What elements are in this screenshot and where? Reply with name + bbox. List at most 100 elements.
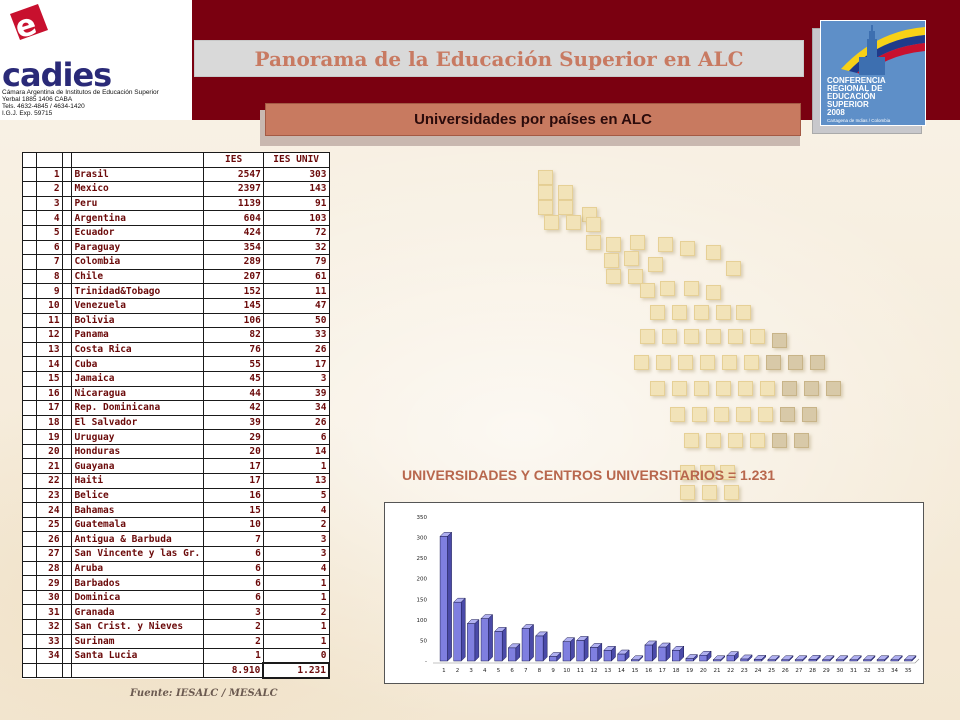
table-row: 8 Chile 207 61 bbox=[22, 268, 330, 285]
map-square bbox=[606, 237, 621, 252]
ies-univ-value: 32 bbox=[262, 239, 330, 256]
country-name: Guatemala bbox=[71, 516, 205, 533]
bar bbox=[562, 637, 576, 662]
x-tick-label: 8 bbox=[538, 668, 542, 674]
ies-univ-value: 11 bbox=[262, 283, 330, 299]
row-number: 19 bbox=[35, 429, 63, 445]
bar bbox=[671, 645, 685, 662]
map-square bbox=[684, 281, 699, 296]
row-number: 21 bbox=[35, 458, 63, 475]
row-number: 11 bbox=[35, 312, 63, 329]
row-number: 9 bbox=[35, 283, 63, 299]
map-square bbox=[672, 381, 687, 396]
y-tick-label: - bbox=[425, 659, 427, 665]
ies-value: 76 bbox=[203, 341, 264, 358]
row-number: 15 bbox=[35, 370, 63, 387]
cadies-logo: e cadies Cámara Argentina de Institutos … bbox=[0, 0, 192, 120]
table-row: 7 Colombia 289 79 bbox=[22, 254, 330, 270]
conference-line: REGIONAL DE bbox=[827, 84, 883, 93]
row-number: 26 bbox=[35, 531, 63, 548]
country-name: Nicaragua bbox=[71, 385, 205, 402]
bar bbox=[794, 655, 808, 662]
x-tick-label: 31 bbox=[850, 668, 857, 674]
source-note: Fuente: IESALC / MESALC bbox=[130, 688, 278, 699]
map-square bbox=[706, 285, 721, 300]
ies-univ-value: 91 bbox=[262, 195, 330, 212]
ies-univ-value: 33 bbox=[262, 327, 330, 343]
map-square bbox=[802, 407, 817, 422]
row-number: 6 bbox=[35, 239, 63, 256]
ies-value: 6 bbox=[203, 560, 264, 577]
ies-univ-value: 79 bbox=[262, 254, 330, 270]
row-number: 34 bbox=[35, 648, 63, 664]
logo-line: Cámara Argentina de Institutos de Educac… bbox=[2, 89, 159, 96]
table-row: 31 Granada 3 2 bbox=[22, 604, 330, 620]
conference-line: SUPERIOR bbox=[827, 100, 869, 109]
map-square bbox=[624, 251, 639, 266]
map-square bbox=[648, 257, 663, 272]
map-square bbox=[680, 241, 695, 256]
table-total-row: 8.910 1.231 bbox=[22, 662, 330, 679]
conference-line: EDUCACIÓN bbox=[827, 92, 876, 101]
map-square bbox=[640, 283, 655, 298]
ies-value: 82 bbox=[203, 327, 264, 343]
total-ies: 8.910 bbox=[203, 662, 264, 679]
table-row: 24 Bahamas 15 4 bbox=[22, 502, 330, 518]
y-tick-label: 150 bbox=[417, 597, 428, 603]
bar bbox=[739, 654, 753, 662]
table-row: 33 Surinam 2 1 bbox=[22, 633, 330, 650]
row-number: 2 bbox=[35, 181, 63, 197]
row-number: 1 bbox=[35, 166, 63, 183]
map-square bbox=[538, 200, 553, 215]
ies-univ-value: 34 bbox=[262, 400, 330, 416]
bar bbox=[685, 653, 699, 662]
ies-univ-value: 2 bbox=[262, 604, 330, 620]
map-square bbox=[736, 407, 751, 422]
map-square bbox=[716, 305, 731, 320]
x-tick-label: 17 bbox=[659, 668, 666, 674]
map-square bbox=[630, 235, 645, 250]
country-name: Mexico bbox=[71, 181, 205, 197]
ies-value: 2 bbox=[203, 619, 264, 635]
map-square bbox=[640, 329, 655, 344]
country-name: Paraguay bbox=[71, 239, 205, 256]
row-number: 4 bbox=[35, 210, 63, 226]
row-number: 22 bbox=[35, 473, 63, 489]
bar bbox=[767, 655, 780, 662]
x-tick-label: 1 bbox=[442, 668, 446, 674]
logo-word: cadies bbox=[2, 56, 112, 94]
x-tick-label: 29 bbox=[823, 668, 830, 674]
map-square bbox=[758, 407, 773, 422]
ies-univ-value: 3 bbox=[262, 531, 330, 548]
ies-univ-value: 0 bbox=[262, 648, 330, 664]
map-square bbox=[660, 281, 675, 296]
y-tick-label: 250 bbox=[417, 556, 428, 562]
logo-address: Cámara Argentina de Institutos de Educac… bbox=[2, 89, 192, 117]
map-square bbox=[706, 329, 721, 344]
map-square bbox=[680, 465, 695, 480]
map-square bbox=[586, 235, 601, 250]
row-number: 14 bbox=[35, 356, 63, 372]
country-name: Barbados bbox=[71, 575, 205, 591]
map-square bbox=[606, 269, 621, 284]
x-tick-label: 18 bbox=[673, 668, 680, 674]
x-tick-label: 5 bbox=[497, 668, 501, 674]
bar bbox=[753, 654, 767, 662]
x-tick-label: 16 bbox=[645, 668, 652, 674]
ies-value: 424 bbox=[203, 224, 264, 241]
table-row: 21 Guayana 17 1 bbox=[22, 458, 330, 475]
map-square bbox=[684, 433, 699, 448]
bar bbox=[480, 614, 494, 662]
table-row: 26 Antigua & Barbuda 7 3 bbox=[22, 531, 330, 548]
ies-univ-value: 61 bbox=[262, 268, 330, 285]
x-tick-label: 10 bbox=[563, 668, 570, 674]
map-square bbox=[728, 433, 743, 448]
ies-value: 207 bbox=[203, 268, 264, 285]
ies-value: 7 bbox=[203, 531, 264, 548]
country-name: Panama bbox=[71, 327, 205, 343]
conference-text: CONFERENCIA REGIONAL DE EDUCACIÓN SUPERI… bbox=[827, 77, 890, 125]
table-header-row: IES IES UNIV bbox=[22, 152, 330, 168]
x-tick-label: 35 bbox=[905, 668, 912, 674]
map-square bbox=[538, 185, 553, 200]
